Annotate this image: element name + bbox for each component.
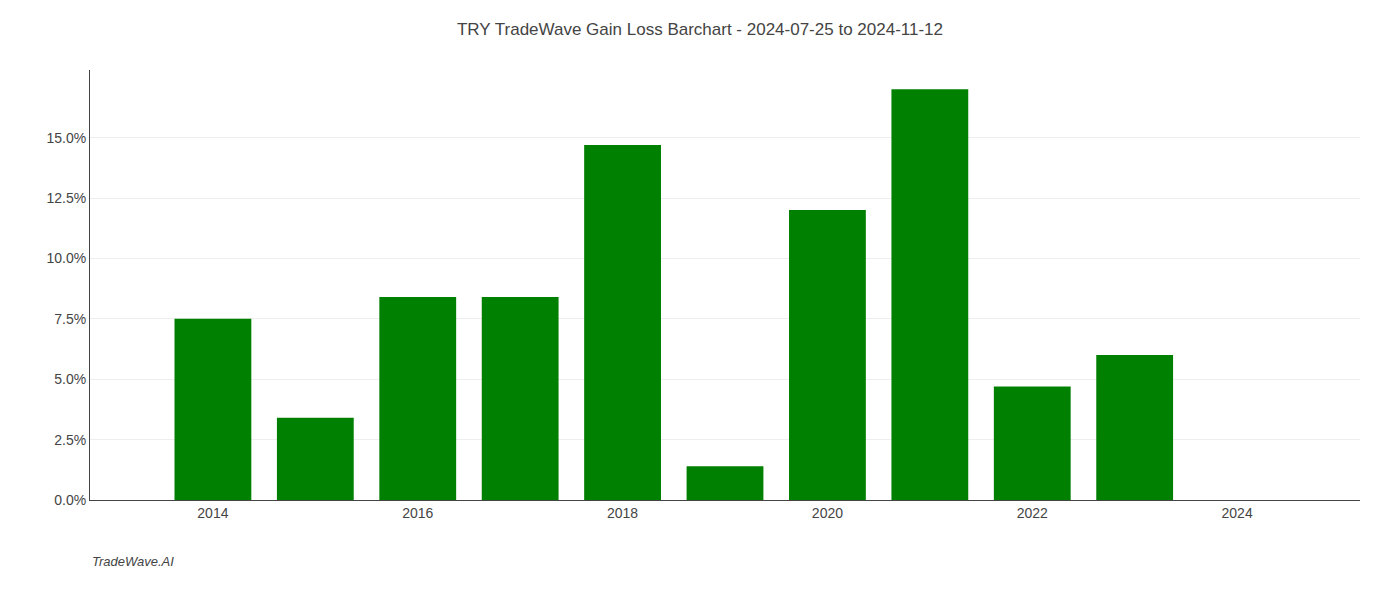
svg-text:2.5%: 2.5% <box>54 432 86 448</box>
svg-text:TradeWave.AI: TradeWave.AI <box>92 554 174 569</box>
svg-text:2020: 2020 <box>812 505 843 521</box>
svg-text:2018: 2018 <box>607 505 638 521</box>
svg-text:2024: 2024 <box>1222 505 1253 521</box>
svg-text:2022: 2022 <box>1017 505 1048 521</box>
svg-text:2016: 2016 <box>402 505 433 521</box>
svg-text:15.0%: 15.0% <box>46 130 86 146</box>
svg-text:TRY TradeWave Gain Loss Barcha: TRY TradeWave Gain Loss Barchart - 2024-… <box>457 20 943 39</box>
svg-text:10.0%: 10.0% <box>46 250 86 266</box>
svg-text:5.0%: 5.0% <box>54 371 86 387</box>
svg-text:12.5%: 12.5% <box>46 190 86 206</box>
svg-text:7.5%: 7.5% <box>54 311 86 327</box>
svg-text:0.0%: 0.0% <box>54 492 86 508</box>
svg-text:2014: 2014 <box>197 505 228 521</box>
